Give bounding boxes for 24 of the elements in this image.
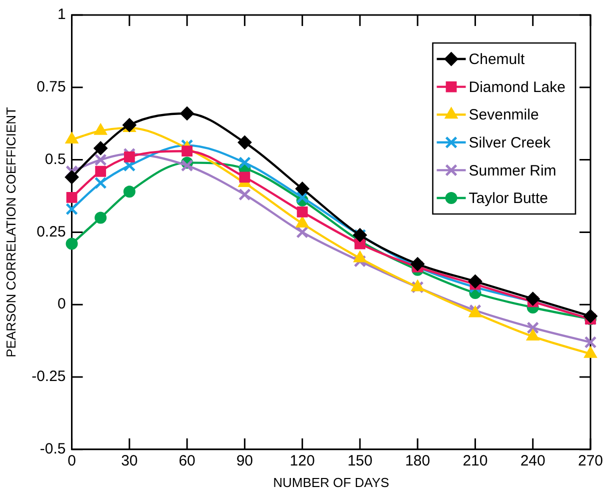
x-tick-label: 120 — [290, 452, 315, 470]
y-axis-title: PEARSON CORRELATION COEFFICIENT — [3, 106, 18, 358]
legend-label: Silver Creek — [468, 134, 551, 152]
legend-label: Summer Rim — [468, 162, 556, 180]
legend-label: Sevenmile — [468, 106, 539, 124]
x-tick-label: 210 — [462, 452, 488, 470]
x-tick-label: 60 — [178, 452, 196, 470]
y-tick-label: 0.25 — [36, 223, 66, 240]
x-tick-label: 240 — [520, 452, 546, 470]
y-tick-label: 0.75 — [36, 78, 66, 96]
y-tick-label: -0.5 — [40, 440, 66, 458]
legend-label: Diamond Lake — [468, 78, 566, 96]
x-tick-label: 180 — [405, 452, 430, 470]
x-tick-label: 270 — [578, 452, 603, 470]
x-tick-label: 90 — [236, 452, 254, 470]
x-tick-label: 30 — [121, 452, 138, 470]
x-axis-title: NUMBER OF DAYS — [273, 474, 390, 490]
y-tick-label: 0.5 — [44, 150, 66, 168]
legend-label: Chemult — [468, 51, 526, 68]
legend-label: Taylor Butte — [468, 190, 548, 208]
y-tick-label: -0.25 — [32, 368, 66, 386]
x-tick-label: 150 — [347, 452, 372, 470]
y-tick-label: 0 — [57, 296, 66, 313]
y-tick-label: 1 — [57, 6, 66, 24]
